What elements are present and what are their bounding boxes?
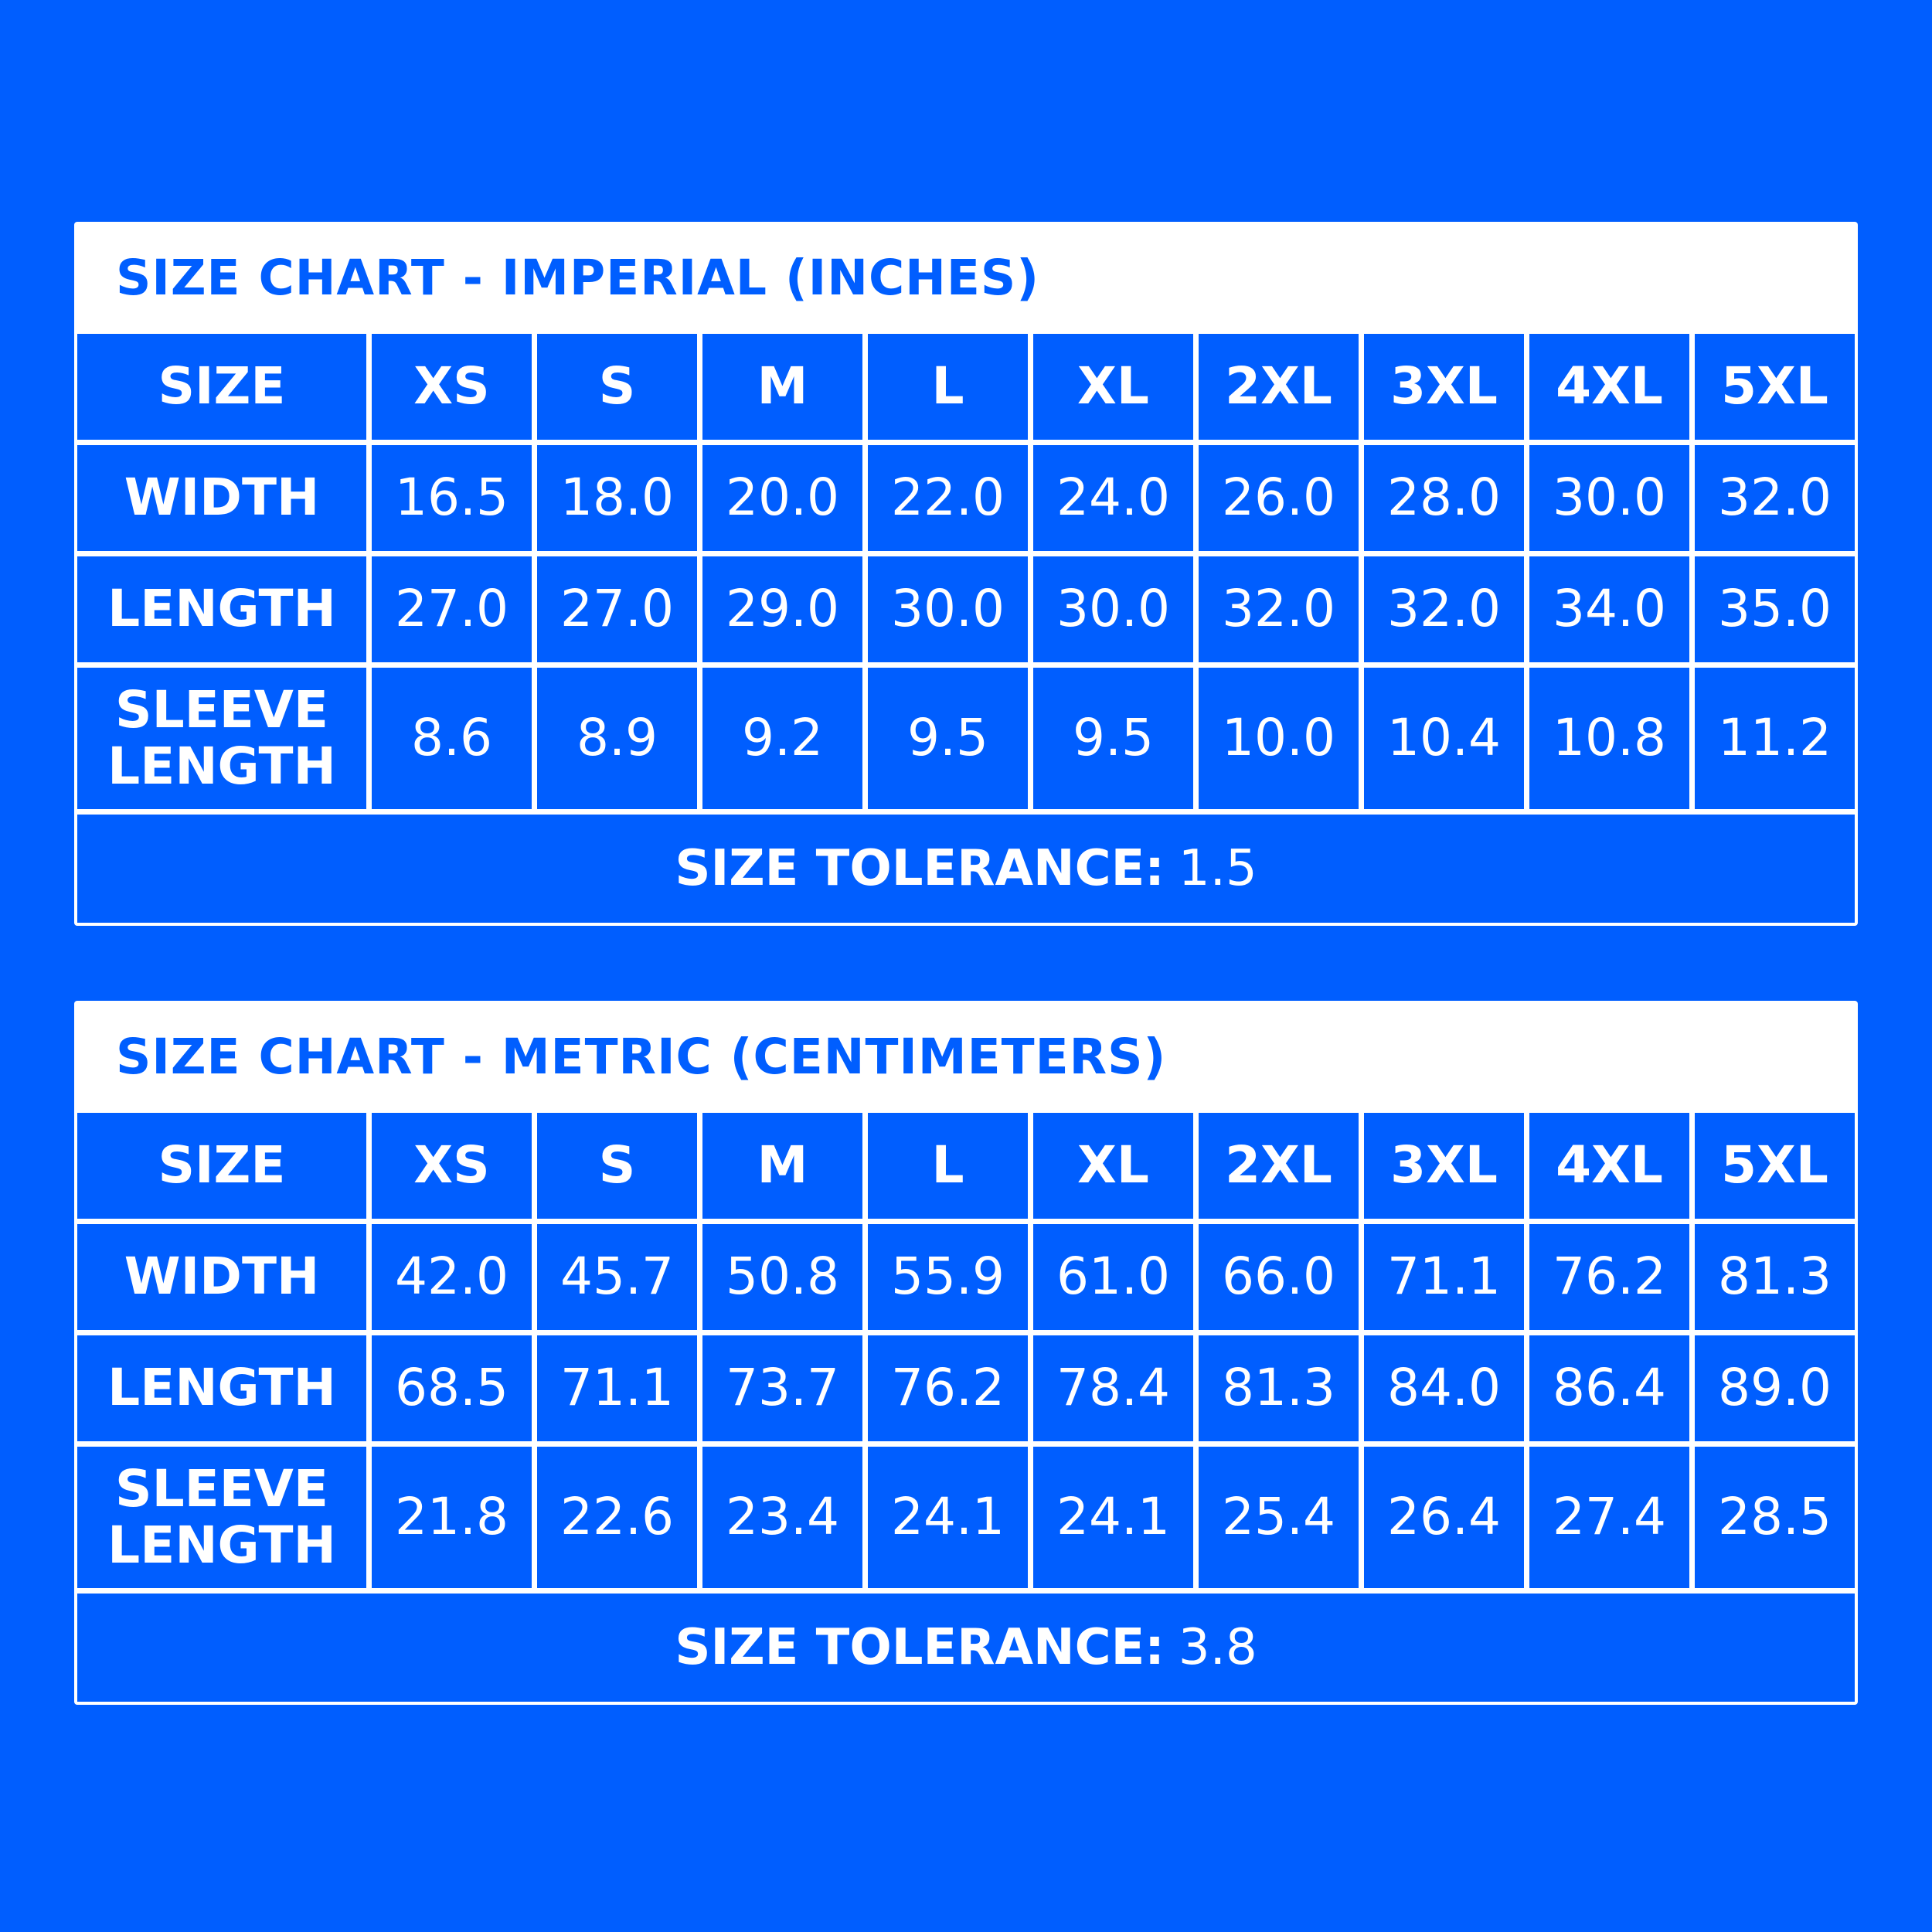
measurement-cell: 24.0 [1033, 445, 1193, 551]
size-table: SIZE XS S M L XL 2XL 3XL 4XL 5XL WIDTH 16.5 18.0 20.0… [77, 334, 1855, 923]
measurement-cell: 45.7 [537, 1224, 697, 1330]
size-tolerance-label: SIZE TOLERANCE: [675, 1618, 1165, 1676]
size-tolerance-value: 1.5 [1178, 839, 1257, 897]
measurement-cell: 32.0 [1199, 556, 1359, 662]
measurement-cell: 30.0 [868, 556, 1028, 662]
measurement-cell: 30.0 [1529, 445, 1689, 551]
measurement-cell: 76.2 [1529, 1224, 1689, 1330]
header-size-4xl: 4XL [1529, 334, 1689, 440]
header-size-xl: XL [1033, 1113, 1193, 1219]
header-size-3xl: 3XL [1364, 334, 1524, 440]
header-size-m: M [702, 334, 862, 440]
measurement-cell: 78.4 [1033, 1335, 1193, 1441]
measurement-cell: 8.9 [537, 668, 697, 809]
size-tolerance-label: SIZE TOLERANCE: [675, 839, 1165, 897]
measurement-cell: 10.0 [1199, 668, 1359, 809]
measurement-cell: 9.5 [1033, 668, 1193, 809]
measurement-cell: 8.6 [372, 668, 532, 809]
header-size-label: SIZE [77, 1113, 366, 1219]
header-size-l: L [868, 1113, 1028, 1219]
measurement-cell: 21.8 [372, 1447, 532, 1588]
measurement-cell: 27.0 [372, 556, 532, 662]
size-tolerance-row: SIZE TOLERANCE: 3.8 [77, 1594, 1855, 1702]
header-size-l: L [868, 334, 1028, 440]
row-label-sleeve-length: SLEEVE LENGTH [77, 1447, 366, 1588]
size-table: SIZE XS S M L XL 2XL 3XL 4XL 5XL WIDTH 42.0 45.7 50.8… [77, 1113, 1855, 1702]
measurement-cell: 73.7 [702, 1335, 862, 1441]
measurement-cell: 28.5 [1695, 1447, 1855, 1588]
measurement-cell: 26.0 [1199, 445, 1359, 551]
measurement-cell: 42.0 [372, 1224, 532, 1330]
header-size-4xl: 4XL [1529, 1113, 1689, 1219]
measurement-cell: 9.2 [702, 668, 862, 809]
measurement-cell: 71.1 [1364, 1224, 1524, 1330]
measurement-cell: 25.4 [1199, 1447, 1359, 1588]
row-label-width: WIDTH [77, 1224, 366, 1330]
row-label-sleeve-length: SLEEVE LENGTH [77, 668, 366, 809]
measurement-cell: 55.9 [868, 1224, 1028, 1330]
header-size-5xl: 5XL [1695, 1113, 1855, 1219]
header-size-2xl: 2XL [1199, 1113, 1359, 1219]
measurement-cell: 24.1 [868, 1447, 1028, 1588]
measurement-cell: 35.0 [1695, 556, 1855, 662]
measurement-cell: 27.0 [537, 556, 697, 662]
measurement-cell: 89.0 [1695, 1335, 1855, 1441]
measurement-cell: 24.1 [1033, 1447, 1193, 1588]
measurement-cell: 23.4 [702, 1447, 862, 1588]
measurement-cell: 81.3 [1695, 1224, 1855, 1330]
header-size-s: S [537, 1113, 697, 1219]
measurement-cell: 18.0 [537, 445, 697, 551]
header-size-label: SIZE [77, 334, 366, 440]
measurement-cell: 61.0 [1033, 1224, 1193, 1330]
metric-size-chart: SIZE CHART - METRIC (CENTIMETERS) SIZE XS… [74, 1001, 1858, 1705]
measurement-cell: 27.4 [1529, 1447, 1689, 1588]
size-tolerance-value: 3.8 [1178, 1618, 1257, 1676]
measurement-cell: 10.8 [1529, 668, 1689, 809]
size-tolerance-row: SIZE TOLERANCE: 1.5 [77, 815, 1855, 923]
measurement-cell: 16.5 [372, 445, 532, 551]
measurement-cell: 50.8 [702, 1224, 862, 1330]
measurement-cell: 30.0 [1033, 556, 1193, 662]
measurement-cell: 68.5 [372, 1335, 532, 1441]
header-size-5xl: 5XL [1695, 334, 1855, 440]
imperial-size-chart: SIZE CHART - IMPERIAL (INCHES) SIZE XS S M L… [74, 222, 1858, 926]
chart-title: SIZE CHART - METRIC (CENTIMETERS) [116, 1029, 1167, 1085]
header-size-3xl: 3XL [1364, 1113, 1524, 1219]
measurement-cell: 22.0 [868, 445, 1028, 551]
header-size-m: M [702, 1113, 862, 1219]
row-label-width: WIDTH [77, 445, 366, 551]
measurement-cell: 32.0 [1695, 445, 1855, 551]
header-size-xl: XL [1033, 334, 1193, 440]
measurement-cell: 81.3 [1199, 1335, 1359, 1441]
measurement-cell: 29.0 [702, 556, 862, 662]
measurement-cell: 26.4 [1364, 1447, 1524, 1588]
chart-title: SIZE CHART - IMPERIAL (INCHES) [116, 250, 1040, 306]
measurement-cell: 32.0 [1364, 556, 1524, 662]
measurement-cell: 84.0 [1364, 1335, 1524, 1441]
row-label-length: LENGTH [77, 1335, 366, 1441]
measurement-cell: 20.0 [702, 445, 862, 551]
measurement-cell: 10.4 [1364, 668, 1524, 809]
measurement-cell: 34.0 [1529, 556, 1689, 662]
measurement-cell: 71.1 [537, 1335, 697, 1441]
measurement-cell: 86.4 [1529, 1335, 1689, 1441]
header-size-s: S [537, 334, 697, 440]
measurement-cell: 28.0 [1364, 445, 1524, 551]
header-size-xs: XS [372, 334, 532, 440]
measurement-cell: 9.5 [868, 668, 1028, 809]
header-size-xs: XS [372, 1113, 532, 1219]
row-label-length: LENGTH [77, 556, 366, 662]
header-size-2xl: 2XL [1199, 334, 1359, 440]
measurement-cell: 11.2 [1695, 668, 1855, 809]
measurement-cell: 76.2 [868, 1335, 1028, 1441]
measurement-cell: 22.6 [537, 1447, 697, 1588]
measurement-cell: 66.0 [1199, 1224, 1359, 1330]
